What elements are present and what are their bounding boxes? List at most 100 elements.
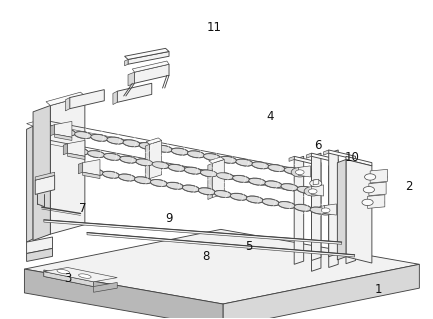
Ellipse shape bbox=[281, 183, 298, 191]
Polygon shape bbox=[46, 92, 85, 106]
Ellipse shape bbox=[204, 154, 220, 160]
Polygon shape bbox=[323, 150, 329, 155]
Ellipse shape bbox=[87, 151, 104, 158]
Ellipse shape bbox=[214, 191, 231, 197]
Ellipse shape bbox=[90, 134, 108, 142]
Ellipse shape bbox=[198, 188, 216, 195]
Ellipse shape bbox=[317, 205, 334, 215]
Ellipse shape bbox=[310, 207, 327, 214]
Text: 5: 5 bbox=[245, 240, 252, 253]
Ellipse shape bbox=[246, 196, 264, 203]
Polygon shape bbox=[26, 119, 50, 126]
Polygon shape bbox=[125, 59, 128, 66]
Text: 1: 1 bbox=[375, 283, 382, 296]
Polygon shape bbox=[44, 268, 117, 282]
Ellipse shape bbox=[135, 177, 152, 184]
Ellipse shape bbox=[262, 199, 279, 206]
Polygon shape bbox=[346, 156, 372, 166]
Ellipse shape bbox=[252, 162, 269, 169]
Ellipse shape bbox=[268, 164, 285, 172]
Ellipse shape bbox=[214, 190, 232, 198]
Polygon shape bbox=[35, 175, 55, 195]
Text: 3: 3 bbox=[64, 272, 71, 285]
Polygon shape bbox=[26, 126, 33, 242]
Ellipse shape bbox=[294, 204, 311, 211]
Ellipse shape bbox=[281, 184, 298, 190]
Polygon shape bbox=[125, 48, 169, 59]
Ellipse shape bbox=[365, 174, 376, 180]
Ellipse shape bbox=[321, 208, 330, 213]
Ellipse shape bbox=[233, 175, 249, 182]
Text: 8: 8 bbox=[202, 250, 210, 263]
Polygon shape bbox=[44, 220, 342, 244]
Polygon shape bbox=[313, 179, 319, 185]
Ellipse shape bbox=[155, 145, 172, 152]
Ellipse shape bbox=[134, 176, 152, 184]
Polygon shape bbox=[369, 182, 386, 196]
Ellipse shape bbox=[236, 159, 253, 166]
Ellipse shape bbox=[371, 173, 387, 182]
Ellipse shape bbox=[171, 148, 188, 155]
Text: 11: 11 bbox=[207, 21, 222, 34]
Ellipse shape bbox=[368, 198, 385, 207]
Polygon shape bbox=[55, 134, 72, 140]
Ellipse shape bbox=[184, 167, 201, 174]
Polygon shape bbox=[70, 90, 104, 109]
Ellipse shape bbox=[200, 170, 218, 177]
Polygon shape bbox=[33, 122, 50, 239]
Polygon shape bbox=[346, 160, 372, 263]
Polygon shape bbox=[145, 144, 149, 181]
Polygon shape bbox=[324, 204, 336, 215]
Ellipse shape bbox=[86, 168, 104, 176]
Polygon shape bbox=[55, 122, 72, 137]
Ellipse shape bbox=[295, 170, 304, 174]
Polygon shape bbox=[68, 140, 85, 156]
Ellipse shape bbox=[87, 150, 105, 158]
Polygon shape bbox=[208, 163, 212, 199]
Ellipse shape bbox=[262, 198, 279, 206]
Ellipse shape bbox=[166, 182, 183, 189]
Polygon shape bbox=[337, 160, 346, 260]
Ellipse shape bbox=[103, 171, 120, 178]
Polygon shape bbox=[149, 140, 162, 179]
Polygon shape bbox=[24, 229, 419, 304]
Ellipse shape bbox=[294, 204, 311, 211]
Ellipse shape bbox=[168, 164, 185, 172]
Polygon shape bbox=[294, 156, 321, 166]
Ellipse shape bbox=[220, 156, 237, 164]
Ellipse shape bbox=[58, 129, 75, 136]
Polygon shape bbox=[212, 160, 224, 197]
Ellipse shape bbox=[230, 193, 247, 200]
Polygon shape bbox=[368, 195, 385, 208]
Ellipse shape bbox=[107, 137, 124, 144]
Ellipse shape bbox=[278, 201, 295, 209]
Ellipse shape bbox=[87, 169, 103, 175]
Ellipse shape bbox=[297, 187, 314, 193]
Ellipse shape bbox=[91, 134, 108, 141]
Polygon shape bbox=[65, 98, 70, 111]
Polygon shape bbox=[329, 150, 338, 257]
Ellipse shape bbox=[123, 140, 140, 147]
Ellipse shape bbox=[58, 129, 76, 136]
Polygon shape bbox=[117, 83, 152, 102]
Ellipse shape bbox=[166, 182, 184, 189]
Polygon shape bbox=[298, 166, 310, 177]
Ellipse shape bbox=[265, 181, 282, 188]
Text: 2: 2 bbox=[405, 180, 412, 193]
Ellipse shape bbox=[308, 189, 317, 194]
Ellipse shape bbox=[236, 159, 253, 166]
Ellipse shape bbox=[203, 153, 221, 161]
Ellipse shape bbox=[182, 185, 200, 192]
Text: 4: 4 bbox=[267, 110, 274, 123]
Ellipse shape bbox=[310, 207, 327, 214]
Ellipse shape bbox=[184, 167, 202, 174]
Polygon shape bbox=[24, 269, 223, 319]
Ellipse shape bbox=[71, 148, 89, 155]
Ellipse shape bbox=[216, 172, 234, 180]
Polygon shape bbox=[311, 153, 338, 163]
Ellipse shape bbox=[152, 161, 169, 169]
Ellipse shape bbox=[284, 167, 301, 174]
Ellipse shape bbox=[291, 167, 308, 177]
Ellipse shape bbox=[136, 159, 153, 166]
Ellipse shape bbox=[123, 140, 140, 147]
